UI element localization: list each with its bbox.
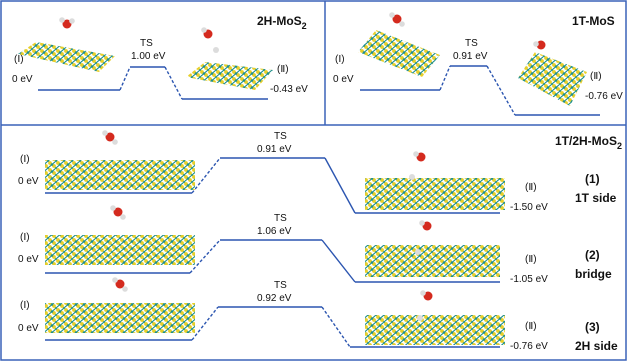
energy-profile-line bbox=[45, 239, 500, 283]
ts-label: TS bbox=[140, 38, 153, 49]
state-2-label: (Ⅱ) bbox=[525, 182, 537, 193]
panel-2h-mos2: 2H-MoS2 (Ⅰ) 0 eV TS 1.00 eV (Ⅱ) -0.43 eV bbox=[12, 14, 308, 100]
energy-1-label: 0 eV bbox=[12, 74, 33, 85]
case-number: (1) bbox=[585, 172, 600, 186]
water-molecule-icon bbox=[409, 151, 426, 180]
ts-label: TS bbox=[274, 280, 287, 291]
case-name: bridge bbox=[575, 267, 612, 281]
ts-label: TS bbox=[274, 131, 287, 142]
state-2-label: (Ⅱ) bbox=[277, 64, 289, 75]
hetero-row-bridge: (Ⅰ) 0 eV TS 1.06 eV (Ⅱ) -1.05 eV (2) bri… bbox=[18, 205, 612, 285]
panel-1t-title: 1T-MoS bbox=[572, 14, 615, 28]
panel-het-title: 1T/2H-MoS2 bbox=[555, 134, 622, 151]
ts-energy-label: 0.91 eV bbox=[257, 144, 292, 155]
ts-energy-label: 1.06 eV bbox=[257, 226, 292, 237]
energy-2-label: -0.76 eV bbox=[585, 91, 623, 102]
mos2-slab bbox=[45, 160, 195, 190]
hetero-row-2h-side: (Ⅰ) 0 eV TS 0.92 eV (Ⅱ) -0.76 eV (3) 2H … bbox=[18, 277, 618, 353]
energy-1-label: 0 eV bbox=[18, 323, 39, 334]
case-name: 1T side bbox=[575, 191, 617, 205]
panel-2h-title: 2H-MoS2 bbox=[257, 14, 307, 31]
mos2-slab bbox=[45, 235, 195, 265]
mos2-slab bbox=[45, 303, 195, 333]
water-molecule-icon bbox=[417, 290, 433, 321]
energy-profile-line bbox=[360, 65, 600, 116]
case-number: (3) bbox=[585, 320, 600, 334]
energy-1-label: 0 eV bbox=[18, 176, 39, 187]
mos2-slab bbox=[358, 30, 440, 77]
state-1-label: (Ⅰ) bbox=[20, 154, 30, 165]
energy-2-label: -0.76 eV bbox=[510, 341, 548, 352]
mos2-slab bbox=[18, 42, 115, 72]
state-2-label: (Ⅱ) bbox=[525, 254, 537, 265]
hetero-row-1t-side: (Ⅰ) 0 eV TS 0.91 eV (Ⅱ) -1.50 eV (1) 1T … bbox=[18, 130, 617, 214]
mos2-slab bbox=[365, 245, 500, 277]
mos2-slab bbox=[518, 52, 587, 106]
ts-energy-label: 1.00 eV bbox=[131, 51, 166, 62]
state-1-label: (Ⅰ) bbox=[14, 54, 24, 65]
case-number: (2) bbox=[585, 248, 600, 262]
state-1-label: (Ⅰ) bbox=[335, 54, 345, 65]
energy-profile-line bbox=[45, 306, 500, 348]
energy-1-label: 0 eV bbox=[333, 74, 354, 85]
mos2-slab bbox=[365, 178, 505, 210]
energy-2-label: -1.50 eV bbox=[510, 202, 548, 213]
ts-label: TS bbox=[274, 213, 287, 224]
ts-energy-label: 0.91 eV bbox=[453, 51, 488, 62]
energy-1-label: 0 eV bbox=[18, 254, 39, 265]
water-molecule-icon bbox=[415, 220, 432, 255]
water-molecule-icon bbox=[102, 130, 118, 145]
water-molecule-icon bbox=[110, 205, 126, 220]
energy-2-label: -0.43 eV bbox=[270, 84, 308, 95]
state-2-label: (Ⅱ) bbox=[525, 321, 537, 332]
panel-1t-2h-mos2: 1T/2H-MoS2 (Ⅰ) 0 eV TS 0.91 eV (Ⅱ) -1.50… bbox=[18, 130, 622, 353]
energy-2-label: -1.05 eV bbox=[510, 274, 548, 285]
panel-1t-mos2: 1T-MoS (Ⅰ) 0 eV TS 0.91 eV (Ⅱ) -0.76 eV bbox=[333, 12, 623, 116]
ts-energy-label: 0.92 eV bbox=[257, 293, 292, 304]
state-2-label: (Ⅱ) bbox=[590, 71, 602, 82]
water-molecule-icon bbox=[201, 27, 219, 53]
mos2-slab bbox=[186, 62, 273, 90]
mos2-slab bbox=[365, 315, 505, 345]
water-molecule-icon bbox=[533, 40, 546, 50]
water-molecule-icon bbox=[389, 12, 405, 27]
energy-profile-line bbox=[45, 157, 500, 214]
energy-profile-line bbox=[38, 66, 268, 100]
ts-label: TS bbox=[465, 38, 478, 49]
state-1-label: (Ⅰ) bbox=[20, 232, 30, 243]
water-molecule-icon bbox=[112, 277, 128, 292]
case-name: 2H side bbox=[575, 339, 618, 353]
state-1-label: (Ⅰ) bbox=[20, 300, 30, 311]
water-molecule-icon bbox=[59, 17, 75, 29]
